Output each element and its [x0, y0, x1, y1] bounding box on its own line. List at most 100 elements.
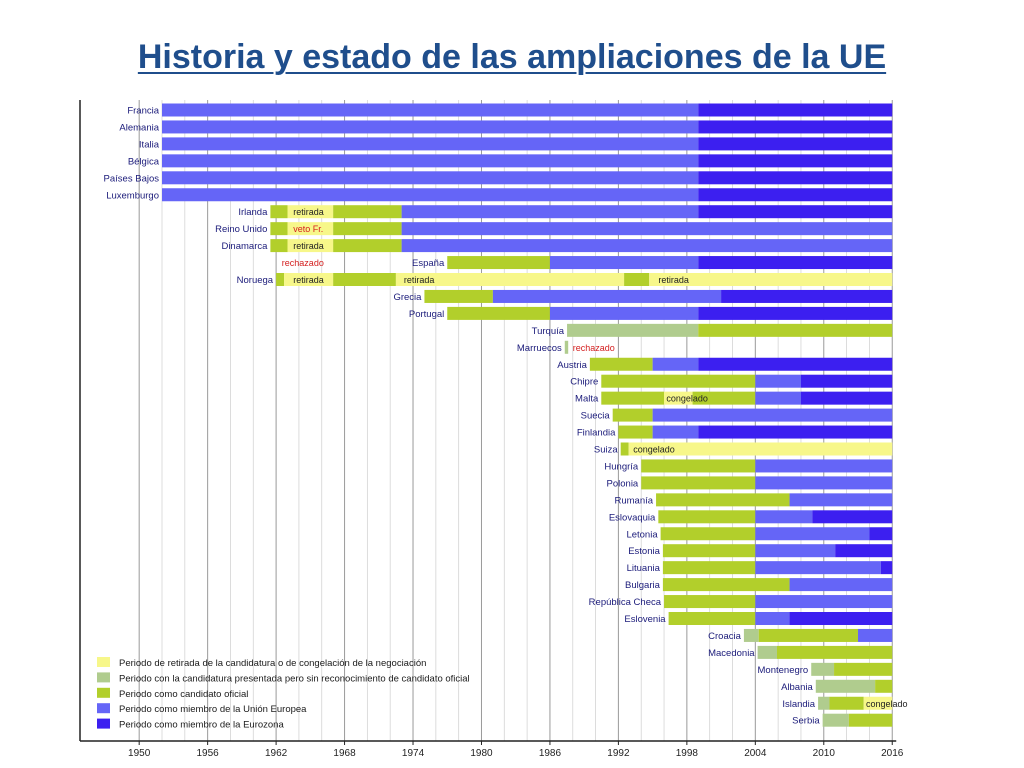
legend-label: Periodo como miembro de la Eurozona	[119, 720, 284, 731]
bar-segment	[447, 306, 550, 320]
legend-label: Periodo de retirada de la candidatura o …	[119, 658, 426, 669]
country-label-hungria: Hungría	[604, 461, 639, 472]
bar-segment	[620, 442, 629, 456]
bar-segment	[698, 171, 893, 185]
bar-segment	[660, 527, 756, 541]
bar-segment	[822, 713, 849, 727]
legend-label: Periodo como candidato oficial	[119, 689, 248, 700]
bar-segment	[800, 374, 893, 388]
bar-segment	[628, 442, 893, 456]
country-label-republica-checa: República Checa	[589, 597, 662, 608]
bar-segment	[692, 391, 756, 405]
bar-segment	[829, 696, 864, 710]
country-label-italia: Italia	[139, 139, 160, 150]
bar-segment	[755, 561, 881, 575]
bar-segment	[800, 391, 893, 405]
legend-swatch	[97, 687, 110, 698]
bar-segment	[162, 137, 699, 151]
x-tick-label: 2004	[744, 748, 767, 759]
country-label-bulgaria: Bulgaria	[625, 580, 661, 591]
legend-label: Periodo con la candidatura presentada pe…	[119, 673, 470, 684]
bar-segment	[698, 205, 893, 219]
bar-segment	[668, 612, 756, 625]
bar-segment	[162, 103, 699, 117]
bar-segment	[333, 222, 402, 236]
bar-segment	[549, 306, 699, 320]
bar-segment	[758, 628, 859, 642]
bar-segment	[649, 273, 893, 286]
country-label-belgica: Bélgica	[128, 156, 160, 167]
bar-segment	[652, 357, 699, 371]
country-label-lituania: Lituania	[627, 563, 661, 574]
bar-segment	[618, 425, 653, 439]
country-label-rumania: Rumanía	[614, 495, 653, 506]
bar-segment	[664, 595, 756, 609]
country-label-islandia: Islandia	[782, 699, 815, 710]
bar-segment	[721, 289, 893, 303]
bar-segment	[698, 256, 893, 270]
bar-segment	[869, 527, 893, 541]
country-label-montenegro: Montenegro	[758, 665, 809, 676]
bar-segment	[664, 391, 693, 405]
country-label-espana: España	[412, 258, 445, 269]
country-label-eslovenia: Eslovenia	[624, 614, 666, 625]
bar-segment	[656, 493, 790, 507]
bar-segment	[776, 645, 893, 659]
x-tick-label: 2016	[881, 748, 904, 759]
bar-segment	[424, 289, 493, 303]
country-label-suiza: Suiza	[594, 445, 618, 456]
bar-segment	[811, 662, 835, 676]
bar-segment	[658, 510, 756, 524]
annotation-label: veto Fr.	[293, 224, 323, 234]
country-label-marruecos: Marruecos	[517, 343, 562, 354]
country-label-serbia: Serbia	[792, 716, 820, 727]
bar-segment	[755, 510, 813, 524]
bar-segment	[612, 408, 653, 422]
x-tick-label: 1980	[470, 748, 493, 759]
bar-segment	[401, 239, 893, 253]
country-label-polonia: Polonia	[607, 478, 639, 489]
country-label-finlandia: Finlandia	[577, 428, 616, 439]
bar-segment	[447, 256, 550, 270]
bar-segment	[333, 239, 402, 253]
bar-segment	[624, 273, 650, 286]
annotation-label: congelado	[633, 445, 675, 455]
bar-segment	[835, 544, 893, 558]
bar-segment	[162, 171, 699, 185]
bar-segment	[789, 578, 893, 592]
bar-segment	[641, 459, 756, 473]
bar-segment	[755, 595, 893, 609]
bar-segment	[492, 289, 722, 303]
page-title: Historia y estado de las ampliaciones de…	[137, 38, 887, 76]
bar-segment	[662, 544, 756, 558]
country-label-irlanda: Irlanda	[238, 207, 268, 218]
country-label-reino-unido: Reino Unido	[215, 224, 267, 235]
annotation-label: rechazado	[573, 343, 615, 353]
bar-segment	[875, 679, 893, 693]
country-label-estonia: Estonia	[628, 546, 660, 557]
bar-segment	[276, 273, 285, 286]
bar-segment	[755, 544, 836, 558]
country-label-austria: Austria	[557, 360, 587, 371]
country-label-chipre: Chipre	[570, 377, 598, 388]
bar-segment	[880, 561, 893, 575]
country-label-luxemburgo: Luxemburgo	[106, 190, 159, 201]
country-label-paises-bajos: Países Bajos	[104, 173, 160, 184]
country-label-grecia: Grecia	[393, 292, 422, 303]
bar-segment	[698, 137, 893, 151]
bar-segment	[858, 628, 893, 642]
country-label-francia: Francia	[127, 106, 159, 117]
country-label-turquia: Turquía	[532, 326, 565, 337]
bar-segment	[287, 222, 334, 236]
annotation-label: congelado	[666, 394, 708, 404]
legend-swatch	[97, 703, 110, 714]
bar-segment	[698, 323, 893, 337]
bar-segment	[848, 713, 893, 727]
bar-segment	[662, 561, 756, 575]
bar-segment	[287, 239, 334, 253]
bar-segment	[755, 374, 801, 388]
bar-segment	[698, 306, 893, 320]
bar-segment	[589, 357, 653, 371]
bar-segment	[755, 476, 893, 490]
